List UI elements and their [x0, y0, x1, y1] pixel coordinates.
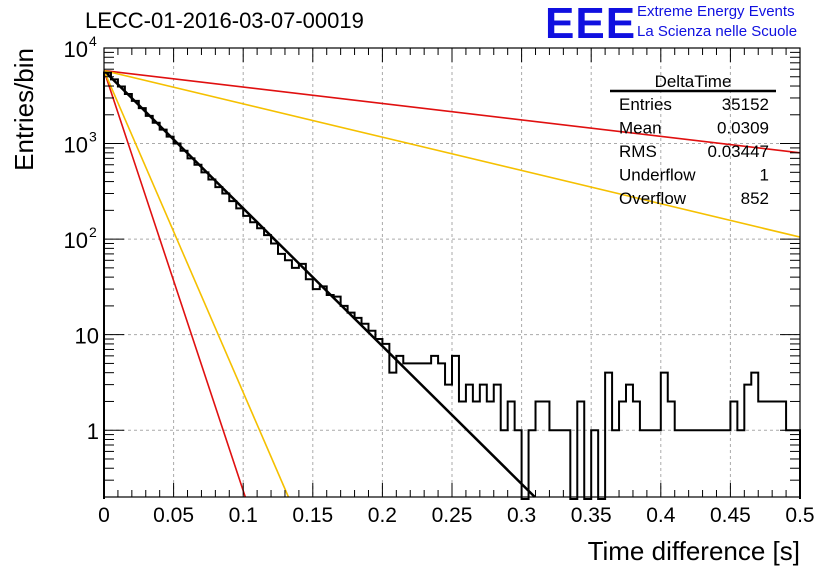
fit-line	[103, 70, 247, 498]
y-tick-label: 10	[64, 228, 88, 253]
stats-row-label: Mean	[619, 119, 662, 138]
x-tick-label: 0.45	[710, 504, 751, 527]
y-tick-label: 10	[75, 324, 99, 349]
axis-ticks	[103, 47, 801, 498]
stats-row-value: 35152	[722, 95, 769, 114]
histogram-steps	[103, 71, 801, 500]
exponential-lines	[103, 69, 801, 498]
fit-line	[103, 70, 290, 498]
stats-row-label: Entries	[619, 95, 672, 114]
x-tick-label: 0.2	[368, 504, 397, 527]
stats-row-value: 0.03447	[708, 142, 769, 161]
x-tick-label: 0.4	[646, 504, 676, 527]
fit-line	[103, 69, 801, 154]
grid-lines	[104, 48, 800, 497]
eee-logo: EEE	[545, 0, 637, 48]
y-tick-exponent: 4	[89, 33, 97, 49]
stats-box-title: DeltaTime	[655, 72, 732, 91]
x-tick-label: 0.35	[571, 504, 612, 527]
y-tick-label: 10	[64, 133, 88, 158]
y-tick-exponent: 3	[89, 129, 97, 145]
stats-row-value: 1	[760, 166, 769, 185]
fit-line	[103, 69, 801, 238]
x-tick-label: 0	[98, 504, 110, 527]
y-axis-label: Entries/bin	[9, 48, 39, 171]
chart-title: LECC-01-2016-03-07-00019	[85, 8, 364, 33]
stats-box: DeltaTime Entries 35152 Mean 0.0309 RMS 0.034…	[610, 72, 776, 208]
x-tick-label: 0.05	[153, 504, 194, 527]
stats-row-value: 0.0309	[717, 119, 769, 138]
fit-line	[103, 69, 536, 498]
x-tick-label: 0.3	[507, 504, 536, 527]
x-tick-labels: 0 0.05 0.1 0.15 0.2 0.25 0.3 0.35 0.4 0.45 0.5	[98, 504, 814, 527]
stats-row-label: RMS	[619, 142, 657, 161]
y-tick-label: 10	[64, 37, 88, 62]
y-tick-label: 1	[87, 419, 99, 444]
logo-subtitle-line1: Extreme Energy Events	[637, 3, 795, 20]
stats-row-value: 852	[741, 189, 769, 208]
x-tick-label: 0.5	[785, 504, 814, 527]
x-tick-label: 0.15	[292, 504, 333, 527]
x-tick-label: 0.25	[432, 504, 473, 527]
x-axis-label: Time difference [s]	[588, 536, 800, 566]
y-tick-exponent: 2	[89, 224, 97, 240]
x-tick-label: 0.1	[229, 504, 258, 527]
stats-row-label: Overflow	[619, 189, 687, 208]
histogram-outline	[103, 71, 801, 500]
stats-row-label: Underflow	[619, 166, 696, 185]
logo-subtitle-line2: La Scienza nelle Scuole	[637, 23, 798, 40]
